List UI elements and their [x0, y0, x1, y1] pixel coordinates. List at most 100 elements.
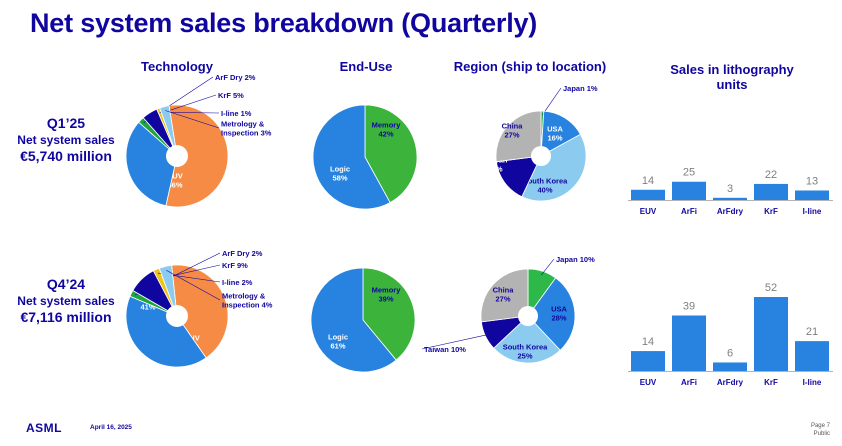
- chart-4-slice-arfi: [125, 295, 207, 368]
- chart-3-bar-i-line: [795, 190, 829, 200]
- chart-0-slice-euv: [165, 104, 229, 208]
- chart-5-slice-memory: [362, 267, 416, 361]
- chart-7-category-euv: EUV: [640, 378, 657, 387]
- footer-date: April 16, 2025: [90, 424, 132, 431]
- footer-page: Page 7 Public: [811, 422, 830, 438]
- chart-7-value-i-line: 21: [806, 326, 818, 338]
- chart-4-hole: [166, 305, 188, 327]
- chart-0-slice-arfi: [125, 121, 178, 207]
- chart-0-hole: [166, 145, 188, 167]
- classification: Public: [813, 431, 830, 437]
- row-label-q1: Q1’25 Net system sales €5,740 million: [8, 115, 124, 164]
- chart-0-label-i-line: I-line 1%: [221, 109, 252, 118]
- net-sales-value: €5,740 million: [20, 148, 112, 164]
- chart-6-leader-japan: [541, 258, 555, 276]
- chart-0-label-euv: EUV 56%: [167, 172, 183, 190]
- header-technology: Technology: [141, 59, 213, 74]
- chart-0-label-metrology-inspection: Metrology & Inspection 3%: [221, 120, 272, 138]
- chart-4-leader-metrology-inspection: [166, 269, 221, 301]
- net-sales-label: Net system sales: [17, 133, 115, 147]
- chart-3-value-euv: 14: [642, 175, 654, 187]
- net-sales-label: Net system sales: [17, 294, 115, 308]
- chart-3-bar-arfi: [672, 181, 706, 200]
- quarter-label: Q1’25: [46, 115, 86, 131]
- chart-3-category-arfi: ArFi: [681, 207, 697, 216]
- chart-3-value-arfdry: 3: [727, 183, 733, 195]
- chart-3-value-arfi: 25: [683, 167, 695, 179]
- chart-4-label-arf-dry: ArF Dry 2%: [222, 249, 263, 258]
- header-region: Region (ship to location): [453, 59, 607, 74]
- chart-3-bar-krf: [754, 183, 788, 200]
- chart-3-value-i-line: 13: [806, 176, 818, 188]
- chart-7-category-i-line: I-line: [803, 378, 822, 387]
- chart-7-category-arfdry: ArFdry: [717, 378, 744, 387]
- chart-1-slice-memory: [364, 104, 418, 204]
- chart-4-label-metrology-inspection: Metrology & Inspection 4%: [222, 292, 273, 310]
- chart-3-bar-arfdry: [713, 197, 747, 200]
- chart-7-bar-arfdry: [713, 362, 747, 371]
- chart-1-label-memory: Memory 42%: [372, 121, 402, 139]
- chart-5-slice-logic: [310, 267, 397, 373]
- chart-3-value-krf: 22: [765, 169, 777, 181]
- chart-7-bar-krf: [754, 297, 788, 371]
- chart-0-leader-metrology-inspection: [165, 110, 220, 129]
- chart-7-bar-arfi: [672, 315, 706, 371]
- chart-7-category-arfi: ArFi: [681, 378, 697, 387]
- chart-6-leader-taiwan: [421, 334, 490, 350]
- chart-6-label-south-korea: South Korea 25%: [503, 343, 548, 361]
- chart-2-hole: [531, 146, 551, 166]
- chart-2-leader-japan: [542, 87, 562, 116]
- chart-7-value-arfi: 39: [683, 301, 695, 313]
- chart-4-slice-euv: [171, 264, 229, 359]
- chart-2-label-taiwan: Taiwan 16%: [483, 156, 508, 174]
- chart-2-label-japan: Japan 1%: [563, 84, 598, 93]
- chart-4-label-i-line: I-line 2%: [222, 278, 253, 287]
- chart-4-leader-krf: [144, 264, 221, 283]
- page-title: Net system sales breakdown (Quarterly): [30, 8, 538, 38]
- chart-0-slice-metrology-inspection: [159, 105, 178, 157]
- chart-4-slice-metrology-inspection: [158, 264, 178, 317]
- chart-7-bar-i-line: [795, 341, 829, 371]
- chart-6-label-taiwan: Taiwan 10%: [424, 345, 466, 354]
- chart-3-bar-euv: [631, 189, 665, 200]
- chart-6-label-china: China 27%: [493, 286, 515, 304]
- chart-0-label-krf: KrF 5%: [218, 91, 244, 100]
- chart-6-slice-south-korea: [493, 315, 561, 364]
- chart-3-category-arfdry: ArFdry: [717, 207, 744, 216]
- chart-2-label-south-korea: South Korea 40%: [523, 177, 568, 195]
- header-litho-units: Sales in lithography units: [640, 62, 824, 92]
- chart-5-label-logic: Logic 61%: [328, 333, 348, 351]
- net-sales-value: €7,116 million: [20, 309, 112, 325]
- chart-6-hole: [518, 306, 538, 326]
- chart-2-label-china: China 27%: [502, 122, 524, 140]
- header-end-use: End-Use: [339, 59, 393, 74]
- chart-2-label-usa: USA 16%: [547, 125, 563, 143]
- asml-logo: ASML: [26, 421, 62, 435]
- chart-6-slice-china: [480, 268, 529, 323]
- chart-5-label-memory: Memory 39%: [372, 286, 402, 304]
- chart-3-category-i-line: I-line: [803, 207, 822, 216]
- header-litho-line2: units: [716, 77, 748, 92]
- chart-6-label-japan: Japan 10%: [556, 255, 595, 264]
- chart-1-label-logic: Logic 58%: [330, 165, 350, 183]
- chart-2-slice-china: [495, 110, 542, 163]
- quarter-label: Q4’24: [46, 276, 86, 292]
- row-label-q4: Q4’24 Net system sales €7,116 million: [8, 276, 124, 325]
- chart-2-slice-usa: [540, 110, 581, 157]
- chart-2-slice-south-korea: [521, 133, 587, 202]
- page-number: Page 7: [810, 423, 830, 429]
- chart-3-category-krf: KrF: [764, 207, 778, 216]
- chart-4-label-krf: KrF 9%: [222, 261, 248, 270]
- chart-7-category-krf: KrF: [764, 378, 778, 387]
- chart-7-value-krf: 52: [765, 282, 777, 294]
- chart-3-category-euv: EUV: [640, 207, 657, 216]
- chart-6-slice-usa: [527, 277, 576, 351]
- chart-7-value-euv: 14: [642, 336, 654, 348]
- chart-7-value-arfdry: 6: [727, 347, 733, 359]
- chart-2-slice-taiwan: [495, 155, 542, 198]
- chart-0-label-arf-dry: ArF Dry 2%: [215, 73, 256, 82]
- chart-1-slice-logic: [312, 104, 391, 210]
- header-litho-line1: Sales in lithography: [670, 62, 794, 77]
- chart-6-label-usa: USA 28%: [551, 305, 567, 323]
